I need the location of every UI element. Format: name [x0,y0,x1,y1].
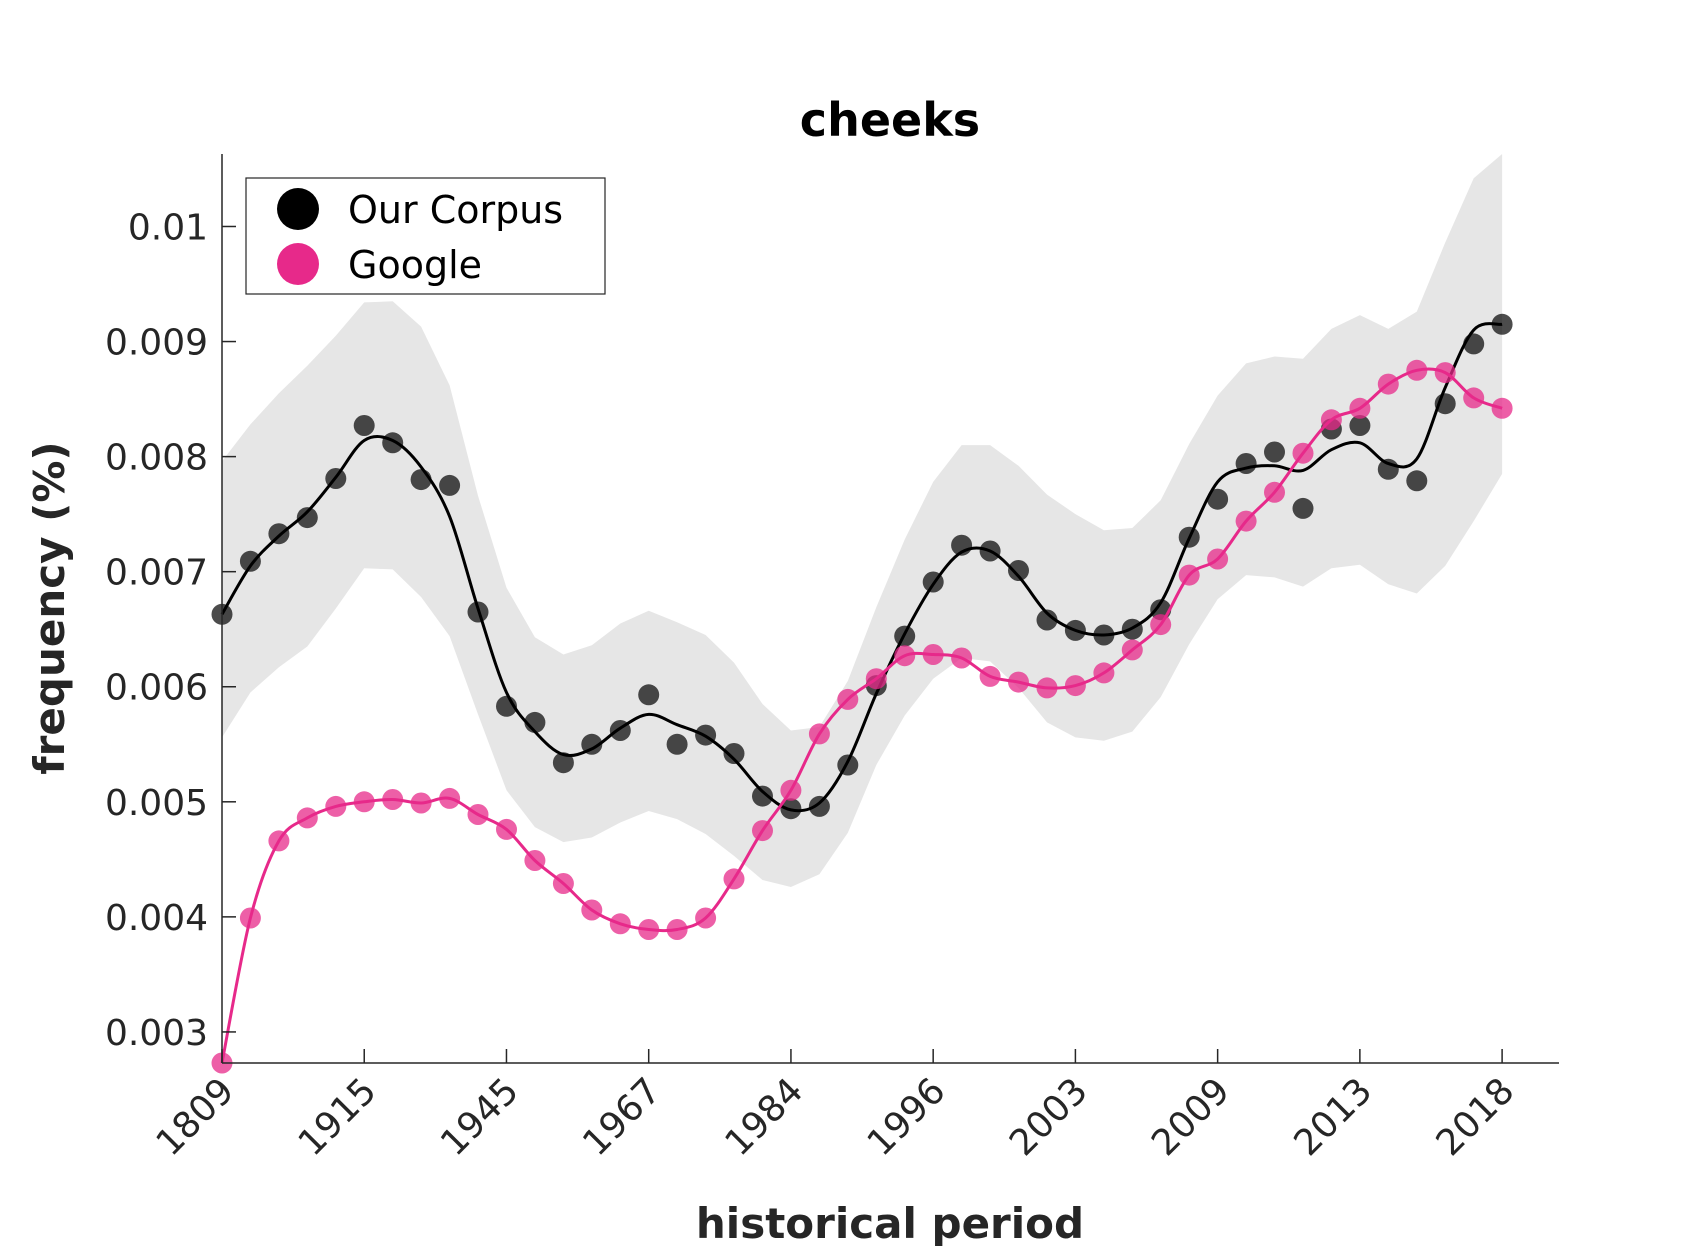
our-corpus-point [239,550,261,572]
plot-area [211,154,1513,1074]
y-tick-label: 0.005 [105,783,208,824]
confidence-band [222,154,1503,887]
our-corpus-point [296,507,318,529]
y-tick-label: 0.004 [105,898,208,939]
our-corpus-point [1036,609,1058,631]
series-our-corpus [211,313,1513,820]
our-corpus-point [1207,488,1229,510]
y-ticks: 0.003 0.004 0.005 0.006 0.007 0.008 0.009 0.01 [105,207,236,1054]
our-corpus-point [1264,441,1285,463]
x-axis-label: historical period [696,1199,1084,1246]
y-tick-label: 0.01 [128,207,208,248]
series-google [211,359,1513,1074]
our-corpus-point [382,432,404,454]
legend-label-google: Google [348,243,482,287]
y-axis-label: frequency (%) [25,441,74,774]
y-tick-label: 0.009 [105,323,208,364]
legend-marker-google [277,243,319,285]
legend-marker-our-corpus [277,188,319,230]
chart-title: cheeks [800,93,980,147]
google-line [220,367,1503,1064]
our-corpus-point [552,752,574,774]
our-corpus-point [1406,470,1428,492]
our-corpus-point [439,474,461,496]
y-tick-label: 0.007 [105,553,208,594]
our-corpus-point [1008,560,1029,581]
our-corpus-point [723,743,745,764]
axes [221,154,1559,1064]
our-corpus-point [752,785,773,807]
our-corpus-point [666,733,688,755]
our-corpus-point [581,733,603,755]
our-corpus-point [638,684,660,706]
our-corpus-point [808,795,830,817]
our-corpus-point [1292,497,1314,519]
our-corpus-point [1349,415,1371,436]
y-tick-label: 0.003 [105,1013,208,1054]
y-tick-label: 0.006 [105,668,208,709]
y-tick-label: 0.008 [105,438,208,479]
legend: Our Corpus Google [245,177,606,295]
legend-label-our-corpus: Our Corpus [348,188,563,232]
our-corpus-point [353,415,375,436]
